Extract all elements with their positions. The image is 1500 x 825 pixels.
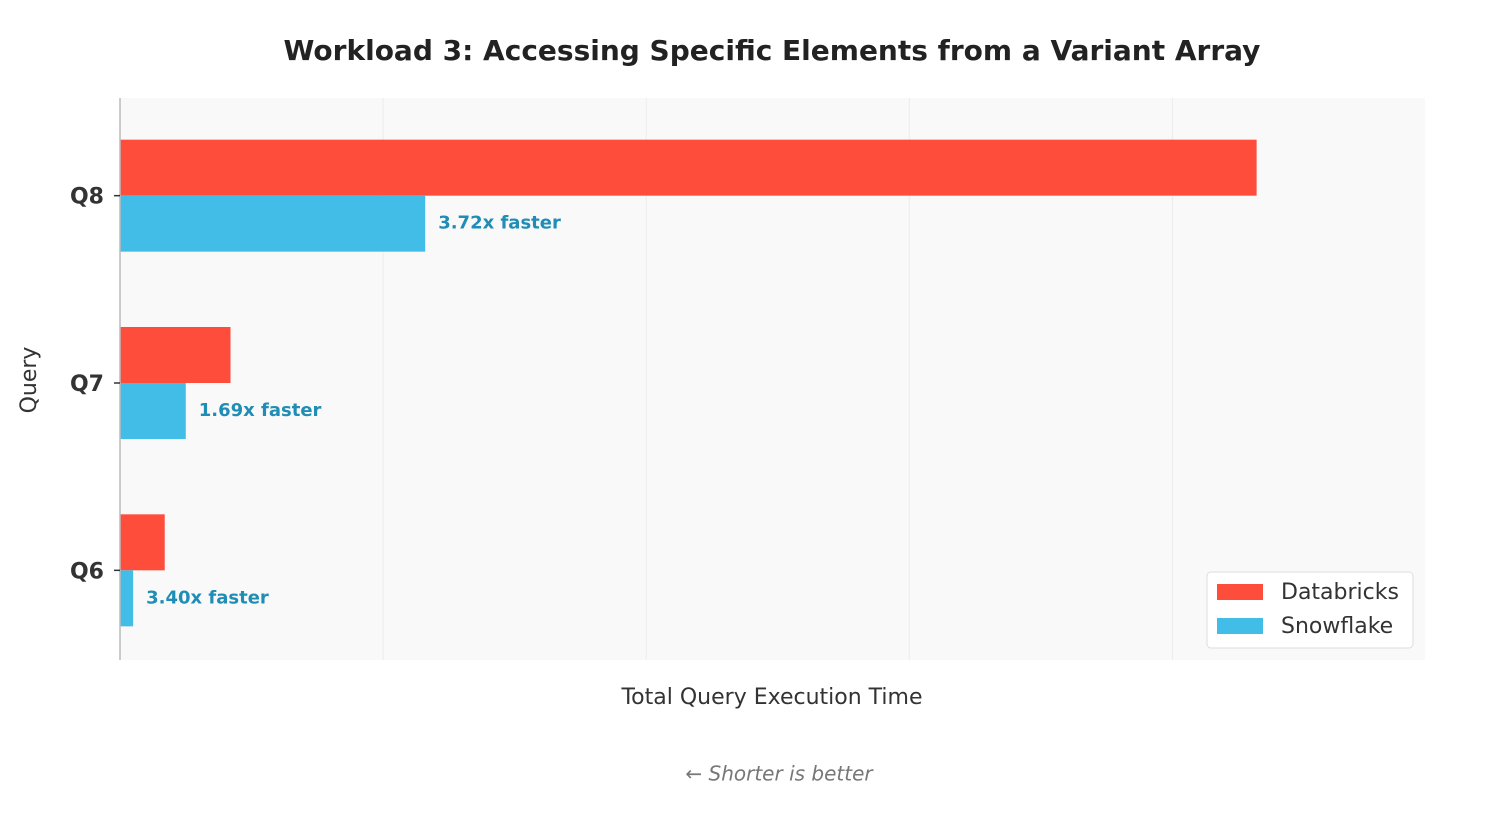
bar	[120, 570, 134, 627]
bar	[120, 139, 1257, 196]
bar	[120, 327, 231, 383]
bar	[120, 514, 165, 571]
chart-title: Workload 3: Accessing Specific Elements …	[284, 34, 1261, 67]
y-tick-label: Q6	[70, 559, 104, 584]
bar-annotation: 3.40x faster	[146, 587, 269, 608]
y-tick-label: Q7	[70, 372, 104, 397]
legend-label: Snowflake	[1281, 614, 1393, 639]
bar-annotation: 1.69x faster	[199, 400, 322, 421]
legend-swatch	[1217, 618, 1263, 634]
x-axis-label: Total Query Execution Time	[620, 685, 922, 710]
bar	[120, 195, 426, 252]
footnote: ← Shorter is better	[685, 762, 874, 786]
y-axis-label: Query	[17, 347, 42, 414]
bar-annotation: 3.72x faster	[438, 213, 561, 234]
y-tick-label: Q8	[70, 185, 104, 210]
legend-label: Databricks	[1281, 580, 1399, 605]
bar	[120, 383, 186, 439]
legend-swatch	[1217, 584, 1263, 600]
